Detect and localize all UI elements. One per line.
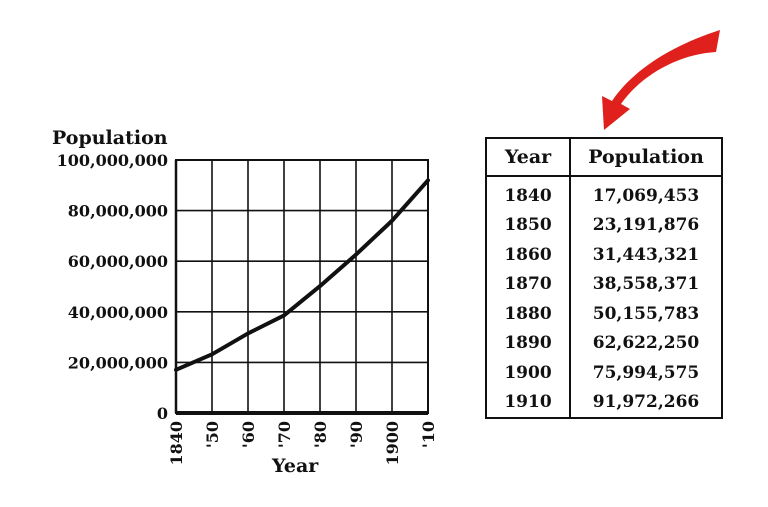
data-point [318,284,322,288]
population-table: Year Population 1840 17,069,453 1850 23,19… [485,137,723,419]
x-tick-label: '50 [203,421,222,448]
data-point [354,253,358,257]
table-cell-population: 23,191,876 [592,215,700,236]
x-tick-label: 1840 [167,421,186,466]
table-cell-population: 62,622,250 [592,333,700,354]
table-row: 1900 75,994,575 [486,358,722,388]
table-cell-year: 1880 [486,299,571,329]
table-cell-population: 50,155,783 [592,303,700,324]
table-cell-population: 75,994,575 [592,362,700,383]
table-row: 1860 31,443,321 [486,240,722,270]
table-row: 1890 62,622,250 [486,328,722,358]
data-point [210,352,214,356]
y-tick-label: 20,000,000 [68,353,168,372]
table-cell-population: 38,558,371 [592,274,700,295]
series-line [174,178,430,372]
table-cell-population: 31,443,321 [592,244,700,265]
chart-grid [174,159,429,415]
table-cell-year: 1910 [486,387,571,418]
table-row: 1870 38,558,371 [486,269,722,299]
data-point [390,219,394,223]
red-curved-arrow-icon [602,30,720,130]
x-tick-label: '70 [275,421,294,448]
y-tick-label: 100,000,000 [57,151,168,170]
x-tick-labels: 1840 '50 '60 '70 '80 '90 1900 '10 [167,421,438,466]
x-tick-label: '60 [239,421,258,448]
table-cell-year: 1870 [486,269,571,299]
table-row: 1910 91,972,266 [486,387,722,418]
y-tick-label: 60,000,000 [68,252,168,271]
table-cell-population: 17,069,453 [592,185,700,206]
data-point [426,178,430,182]
table-header-year: Year [486,138,571,177]
table-row: 1850 23,191,876 [486,210,722,240]
x-tick-label: '90 [347,421,366,448]
x-axis-title: Year [272,455,319,477]
data-point [282,313,286,317]
y-tick-label: 40,000,000 [68,303,168,322]
y-tick-label: 80,000,000 [68,202,168,221]
table-row: 1840 17,069,453 [486,176,722,211]
x-tick-label: '80 [311,421,330,448]
plot-frame [175,159,429,414]
x-tick-label: 1900 [383,421,402,466]
y-axis-title: Population [52,127,168,149]
y-tick-labels: 0 20,000,000 40,000,000 60,000,000 80,000,00… [57,151,168,423]
table-cell-year: 1900 [486,358,571,388]
data-point [174,368,178,372]
table-row: 1880 50,155,783 [486,299,722,329]
table-cell-year: 1890 [486,328,571,358]
chart-series [174,178,430,372]
table-header-row: Year Population [486,138,722,177]
table-cell-year: 1850 [486,210,571,240]
table-header-population: Population [570,138,722,177]
data-point [246,331,250,335]
table-cell-year: 1840 [486,176,571,211]
x-tick-label: '10 [419,421,438,448]
table-cell-year: 1860 [486,240,571,270]
y-tick-label: 0 [157,404,168,423]
table-cell-population: 91,972,266 [592,392,700,413]
